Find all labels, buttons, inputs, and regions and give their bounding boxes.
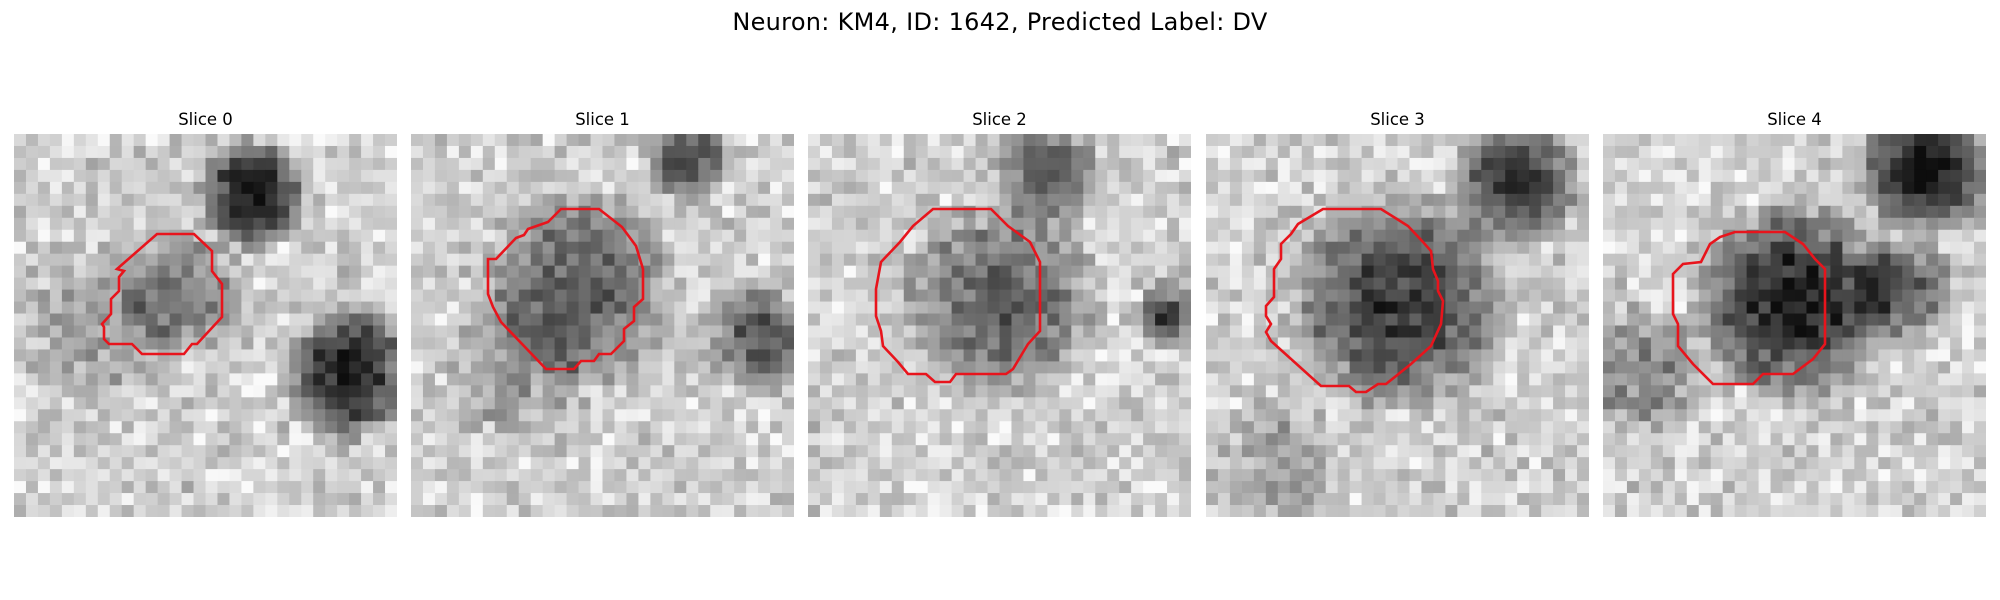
slice-image-3 — [1206, 134, 1589, 517]
slice-title-2: Slice 2 — [808, 108, 1191, 132]
slice-title-3: Slice 3 — [1206, 108, 1589, 132]
slice-title-1: Slice 1 — [411, 108, 794, 132]
slice-image-2 — [808, 134, 1191, 517]
slice-title-0: Slice 0 — [14, 108, 397, 132]
slice-panel-0: Slice 0 — [14, 108, 397, 132]
slice-panel-4: Slice 4 — [1603, 108, 1986, 132]
slice-image-0 — [14, 134, 397, 517]
slice-panel-1: Slice 1 — [411, 108, 794, 132]
slice-image-1 — [411, 134, 794, 517]
slice-panel-2: Slice 2 — [808, 108, 1191, 132]
slice-image-4 — [1603, 134, 1986, 517]
slice-panel-3: Slice 3 — [1206, 108, 1589, 132]
slice-title-4: Slice 4 — [1603, 108, 1986, 132]
figure-title: Neuron: KM4, ID: 1642, Predicted Label: … — [0, 8, 2000, 36]
